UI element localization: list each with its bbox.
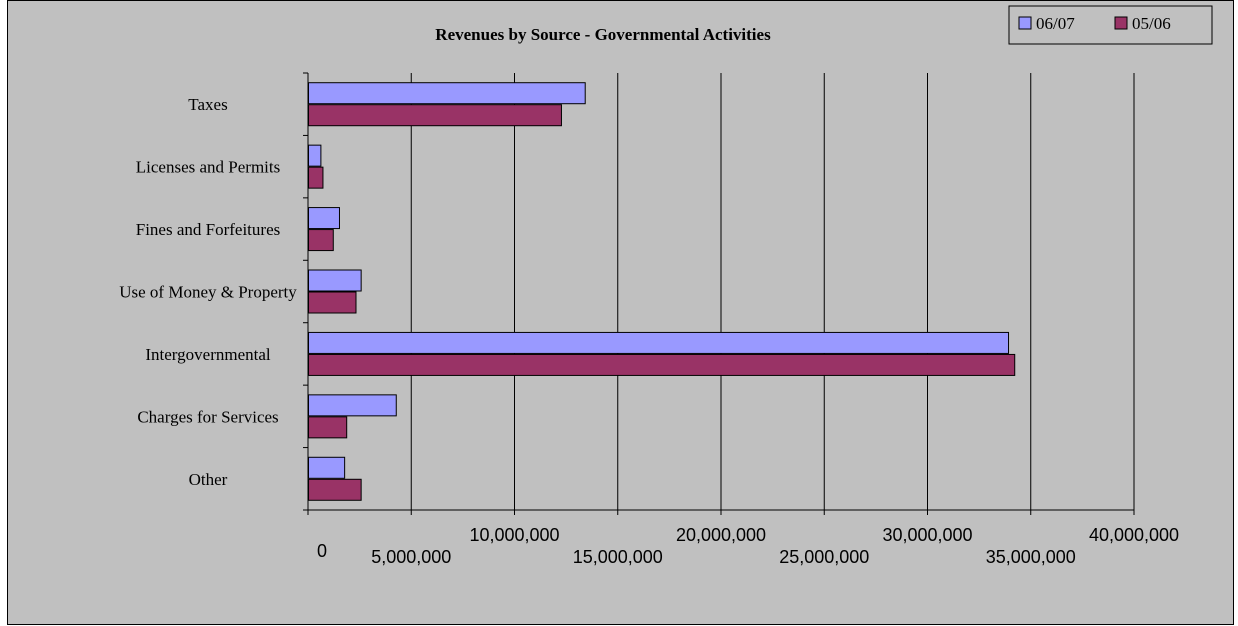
gridlines xyxy=(410,73,1135,510)
bar-06-07-4 xyxy=(308,331,1010,354)
tick-label: 0 xyxy=(317,541,327,561)
category-label: Taxes xyxy=(188,95,227,114)
bar-chart: Revenues by Source - Governmental Activi… xyxy=(119,5,1213,567)
category-label: Use of Money & Property xyxy=(119,283,297,302)
category-label: Licenses and Permits xyxy=(136,158,280,177)
legend-swatch xyxy=(1018,16,1032,30)
bar-06-07-3 xyxy=(308,269,362,292)
bar-05-06-5 xyxy=(308,416,348,439)
bar-05-06-3 xyxy=(308,291,357,314)
bar-05-06-4 xyxy=(308,353,1016,376)
bar-05-06-1 xyxy=(308,166,324,189)
category-label: Charges for Services xyxy=(137,407,278,426)
bar-06-07-6 xyxy=(308,456,346,479)
tick-label: 15,000,000 xyxy=(573,547,663,567)
legend-label: 05/06 xyxy=(1132,14,1171,33)
tick-label: 35,000,000 xyxy=(986,547,1076,567)
bar-series xyxy=(308,82,1016,501)
tick-label: 30,000,000 xyxy=(882,525,972,545)
bar-06-07-2 xyxy=(308,207,340,230)
tick-label: 10,000,000 xyxy=(469,525,559,545)
bar-05-06-0 xyxy=(308,104,562,127)
bar-06-07-5 xyxy=(308,394,397,417)
tick-label: 20,000,000 xyxy=(676,525,766,545)
category-label: Intergovernmental xyxy=(145,345,271,364)
legend-box xyxy=(1008,5,1213,45)
tick-label: 40,000,000 xyxy=(1089,525,1179,545)
bar-05-06-6 xyxy=(308,478,362,501)
bar-06-07-0 xyxy=(308,82,586,105)
legend-swatch xyxy=(1114,16,1128,30)
tick-label: 25,000,000 xyxy=(779,547,869,567)
tick-labels: 0 5,000,000 10,000,000 15,000,000 20,000,000… xyxy=(317,525,1179,567)
bar-06-07-1 xyxy=(308,144,322,167)
category-label: Other xyxy=(189,470,228,489)
category-labels: Taxes Licenses and Permits Fines and Forfe… xyxy=(119,95,297,489)
chart-frame: Revenues by Source - Governmental Activi… xyxy=(7,0,1234,625)
legend: 06/07 05/06 xyxy=(1008,5,1213,45)
chart-title: Revenues by Source - Governmental Activi… xyxy=(435,25,771,44)
axes xyxy=(303,72,1135,515)
tick-label: 5,000,000 xyxy=(371,547,451,567)
category-label: Fines and Forfeitures xyxy=(136,220,280,239)
bar-05-06-2 xyxy=(308,229,334,252)
legend-label: 06/07 xyxy=(1036,14,1075,33)
